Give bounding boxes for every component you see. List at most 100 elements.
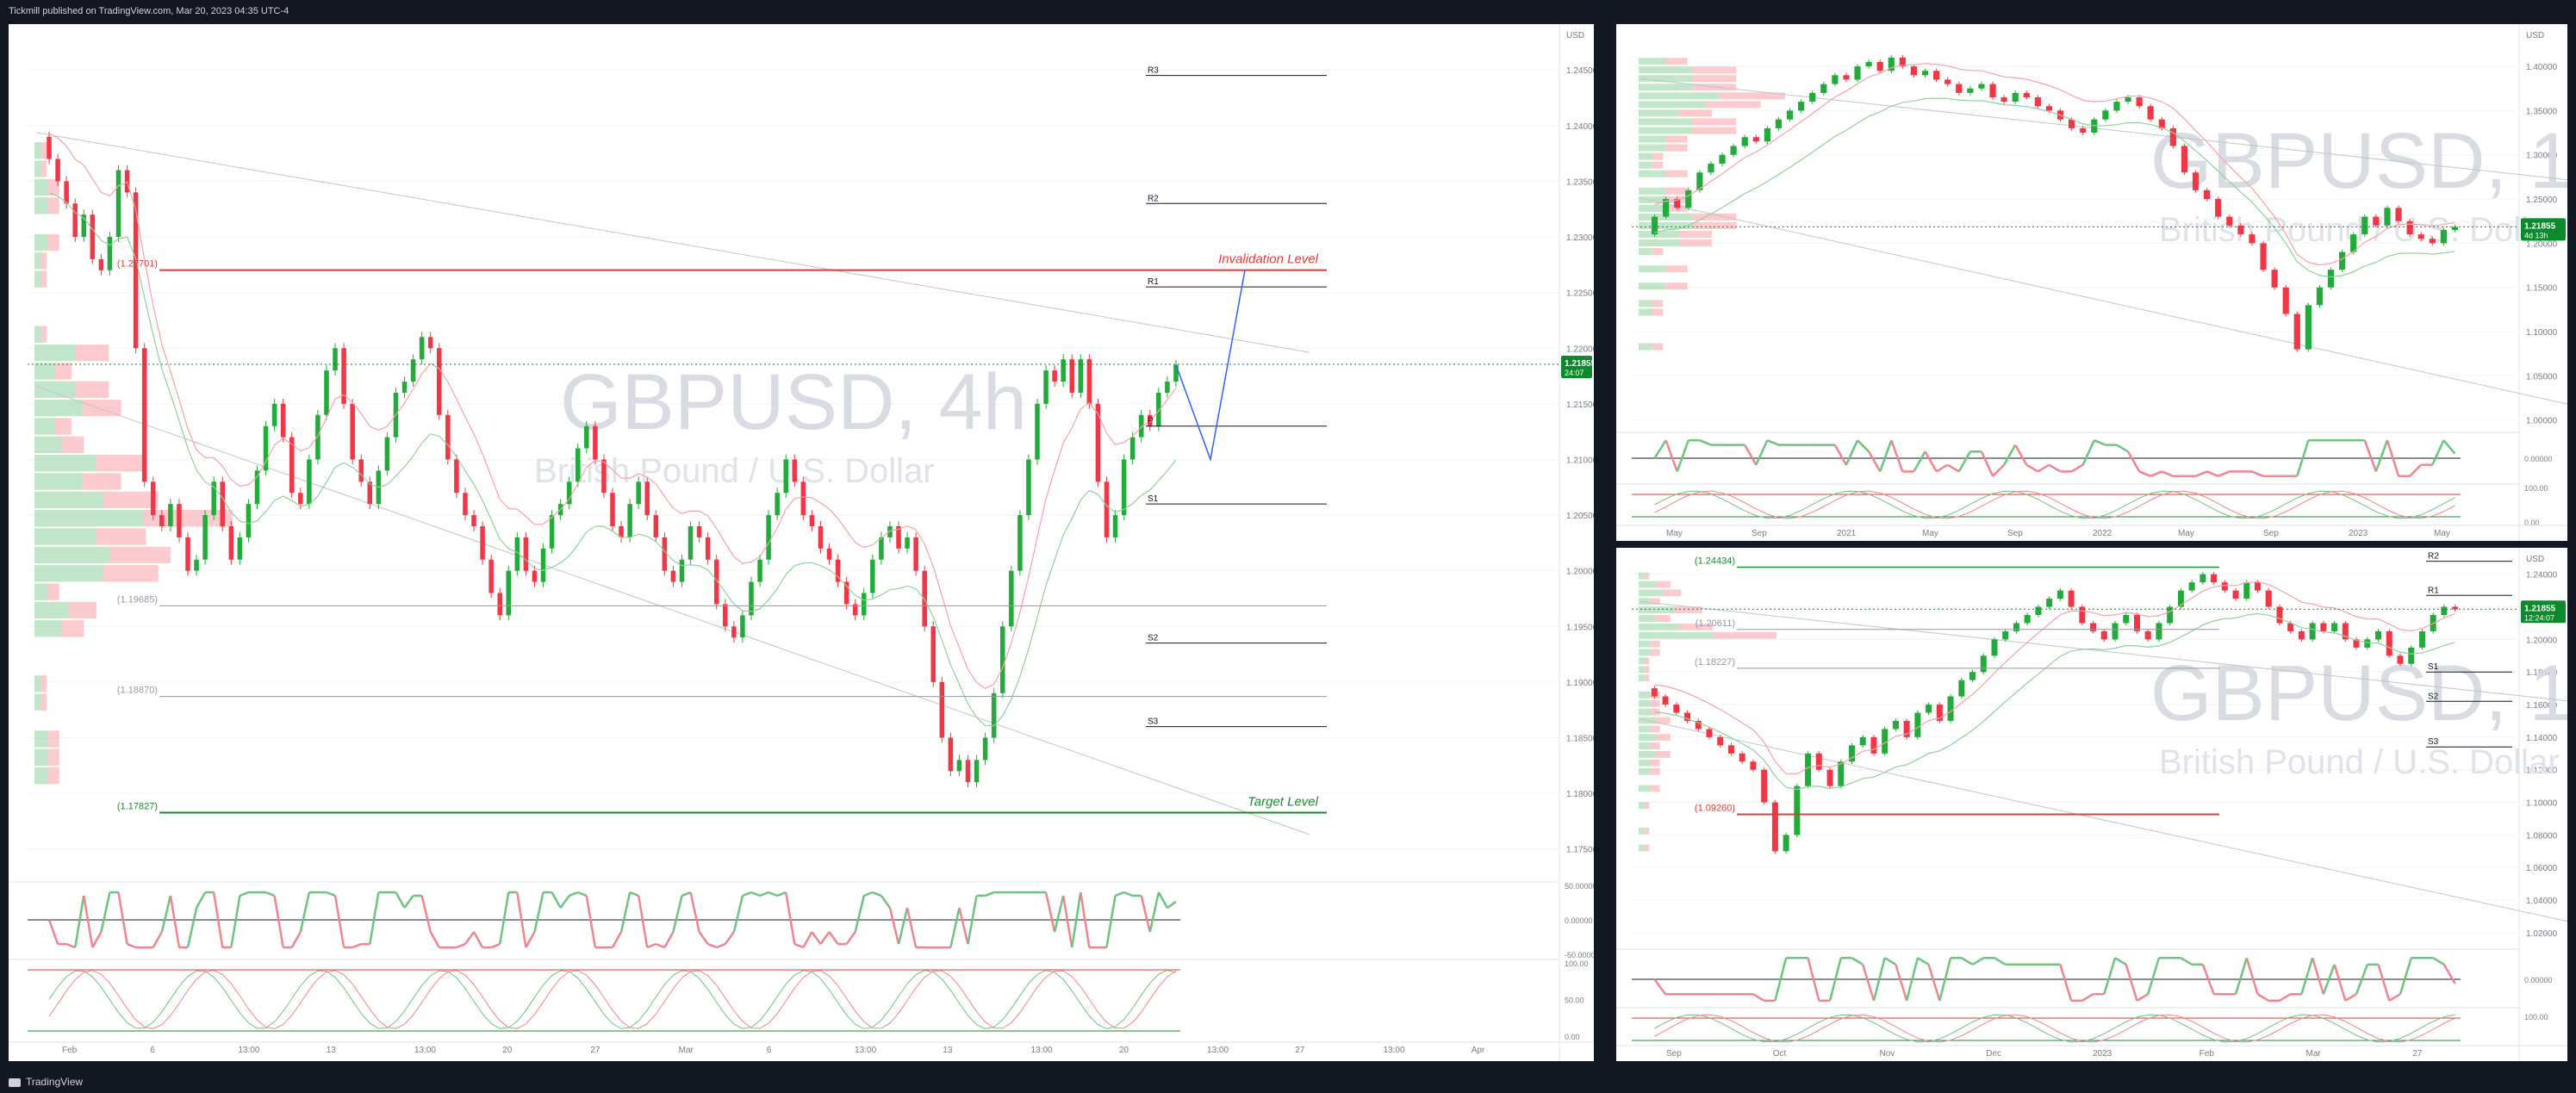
candle-body	[1708, 164, 1714, 173]
volume-profile-bar	[1656, 581, 1671, 588]
volume-profile-bar	[54, 363, 72, 380]
oscillator-segment	[784, 891, 796, 945]
chart-panel-1w[interactable]: USD 1.40000 1.35000 1.30000 1.25000 1.20000 1.…	[1616, 24, 2567, 541]
oscillator-segment	[2300, 957, 2314, 995]
chart-panel-1d[interactable]: USD1.240001.220001.200001.180001.160001.…	[1616, 548, 2567, 1061]
volume-profile-bar	[1692, 221, 1737, 229]
pivot-label: S3	[1148, 717, 1159, 727]
y-tick-label: 1.10000	[2526, 328, 2558, 338]
forecast-path	[1175, 270, 1246, 463]
candle-body	[90, 214, 96, 259]
candle-body	[1783, 835, 1789, 852]
y-tick-label: 1.04000	[2526, 897, 2558, 906]
x-tick-label: 2023	[2093, 1049, 2112, 1059]
oscillator-segment	[2251, 470, 2264, 477]
candle-body	[2069, 119, 2075, 128]
x-tick-label: Apr	[1472, 1046, 1485, 1055]
oscillator-segment	[1755, 439, 1769, 466]
pivot-label: S1	[1148, 494, 1159, 504]
candle-body	[2102, 110, 2109, 120]
candle-body	[419, 337, 425, 360]
y-tick-label: 1.20000	[1566, 568, 1594, 577]
volume-profile-bar	[109, 546, 171, 564]
candle-body	[1838, 761, 1845, 786]
oscillator-segment	[326, 891, 336, 897]
candle-body	[2181, 146, 2188, 173]
candle-body	[367, 481, 373, 505]
candle-body	[566, 481, 572, 505]
volume-profile-bar	[1656, 734, 1671, 742]
candle-body	[315, 414, 320, 460]
candle-body	[1815, 753, 1822, 770]
candle-body	[870, 559, 875, 593]
candle-body	[1892, 720, 1899, 730]
oscillator-segment	[100, 891, 111, 933]
volume-profile-bar	[1650, 759, 1660, 767]
x-tick-label: 27	[590, 1046, 600, 1055]
volume-profile-bar	[1639, 734, 1657, 742]
candle-body	[2068, 590, 2075, 607]
volume-profile-bar	[1665, 144, 1688, 152]
candle-body	[2035, 606, 2042, 615]
candle-body	[2408, 647, 2415, 664]
pivot-label: S2	[2428, 692, 2439, 701]
x-tick-label: May	[2434, 529, 2450, 538]
candle-body	[1121, 459, 1127, 516]
candle-body	[1651, 688, 1658, 697]
candle-body	[2133, 614, 2140, 631]
candle-body	[1805, 753, 1812, 786]
stoch-d-line	[1654, 490, 2455, 519]
key-level-label: Target Level	[1248, 794, 1319, 809]
y-tick-label: 1.20500	[1566, 512, 1594, 521]
candle-body	[254, 470, 260, 505]
oscillator-segment	[2333, 964, 2347, 1002]
candle-body	[1695, 720, 1702, 730]
candle-body	[324, 370, 329, 415]
y-tick-label: 1.24000	[1566, 122, 1594, 132]
candle-body	[2331, 623, 2338, 631]
candle-body	[627, 504, 632, 537]
y-tick-label: 1.24000	[2526, 571, 2558, 581]
candle-body	[1663, 199, 1670, 217]
candle-body	[540, 548, 546, 582]
watermark-symbol: GBPUSD, 1W	[2150, 117, 2567, 205]
candle-body	[1771, 802, 1778, 852]
volume-profile-bar	[1639, 657, 1645, 665]
volume-profile-bar	[1639, 248, 1652, 256]
channel-line	[1640, 600, 2567, 702]
candle-body	[2429, 239, 2436, 244]
candle-body	[991, 692, 997, 738]
candle-body	[1944, 79, 1951, 84]
volume-profile-bar	[1679, 623, 1714, 630]
volume-profile-bar	[1692, 75, 1737, 83]
oscillator-segment	[1140, 895, 1152, 933]
chart-1w[interactable]: USD 1.40000 1.35000 1.30000 1.25000 1.20000 1.…	[1616, 24, 2567, 541]
candle-body	[1741, 137, 1748, 146]
y-tick-label: 1.12000	[2526, 767, 2558, 776]
candle-body	[150, 481, 156, 516]
key-level-label: Invalidation Level	[1218, 252, 1319, 267]
candle-body	[1794, 786, 1801, 835]
oscillator-segment	[619, 891, 632, 933]
oscillator-segment	[2014, 444, 2028, 466]
chart-panel-4h[interactable]: USD 1.24500 1.24000 1.23500 1.23000 1.22500 1.…	[9, 24, 1594, 1061]
candle-body	[1921, 71, 1929, 76]
stoch-tick: 100.00	[1565, 959, 1589, 968]
chart-4h[interactable]: USD 1.24500 1.24000 1.23500 1.23000 1.22500 1.…	[9, 24, 1594, 1061]
candle-body	[1138, 414, 1144, 438]
candle-body	[1165, 382, 1170, 393]
volume-profile-bar	[1644, 666, 1650, 674]
volume-profile-bar	[1639, 827, 1645, 835]
oscillator-segment	[464, 931, 476, 945]
candle-body	[445, 414, 451, 460]
oscillator-segment	[2201, 964, 2215, 995]
candle-body	[81, 214, 87, 238]
oscillator-segment	[1105, 895, 1117, 948]
volume-profile-bar	[1639, 308, 1652, 316]
oscillator-segment	[2081, 439, 2095, 466]
volume-profile-bar	[34, 381, 76, 398]
chart-1d[interactable]: USD1.240001.220001.200001.180001.160001.…	[1616, 548, 2567, 1061]
volume-profile-bar	[47, 767, 59, 785]
oscillator-segment	[2363, 439, 2378, 472]
volume-profile-bar	[1639, 631, 1714, 639]
